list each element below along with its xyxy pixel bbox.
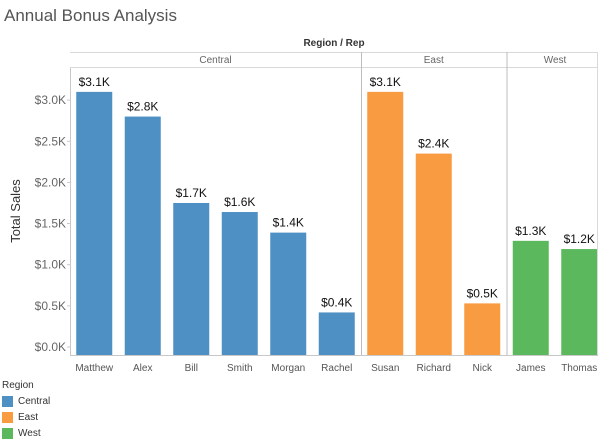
bar-alex <box>124 116 161 355</box>
data-label-alex: $2.8K <box>127 100 158 114</box>
legend-swatch-east <box>2 411 13 423</box>
x-tick-label-richard: Richard <box>417 363 451 374</box>
bar-susan <box>367 91 404 356</box>
legend-label-west: West <box>18 427 41 439</box>
bar-matthew <box>76 91 113 356</box>
x-tick-label-susan: Susan <box>371 363 399 374</box>
data-label-rachel: $0.4K <box>321 295 352 309</box>
bar-smith <box>221 212 258 355</box>
x-tick-label-smith: Smith <box>227 363 253 374</box>
legend-label-central: Central <box>18 395 51 407</box>
x-tick-label-morgan: Morgan <box>271 363 305 374</box>
x-tick-label-alex: Alex <box>133 363 152 374</box>
bar-chart: Region / Rep Total Sales $0.0K $0.5K $1.0K $1… <box>8 38 598 374</box>
region-header-west: West <box>544 55 567 66</box>
legend-swatch-central <box>2 395 13 407</box>
x-tick-label-bill: Bill <box>185 363 198 374</box>
y-tick-label: $0.0K <box>35 340 66 354</box>
data-label-matthew: $3.1K <box>79 75 110 89</box>
region-header-central: Central <box>199 55 231 66</box>
bar-nick <box>464 303 501 355</box>
data-label-bill: $1.7K <box>176 186 207 200</box>
bar-james <box>512 240 549 355</box>
x-tick-label-james: James <box>516 363 545 374</box>
data-label-morgan: $1.4K <box>273 216 304 230</box>
x-tick-label-rachel: Rachel <box>321 363 352 374</box>
x-tick-label-nick: Nick <box>473 363 493 374</box>
legend-item-east[interactable]: East <box>2 409 50 425</box>
region-header-east: East <box>424 55 444 66</box>
y-tick-label: $0.5K <box>35 299 66 313</box>
y-tick-label: $2.0K <box>35 175 66 189</box>
data-label-susan: $3.1K <box>370 75 401 89</box>
data-label-nick: $0.5K <box>467 286 498 300</box>
y-tick-label: $1.5K <box>35 217 66 231</box>
bar-morgan <box>270 232 307 355</box>
chart-title: Annual Bonus Analysis <box>4 6 177 25</box>
x-tick-label-matthew: Matthew <box>75 363 114 374</box>
data-label-richard: $2.4K <box>418 137 449 151</box>
data-label-james: $1.3K <box>515 224 546 238</box>
legend-item-central[interactable]: Central <box>2 393 50 409</box>
bar-richard <box>415 153 452 355</box>
legend: Region Central East West <box>2 380 50 441</box>
x-tick-label-thomas: Thomas <box>561 363 597 374</box>
data-label-thomas: $1.2K <box>564 232 595 246</box>
legend-swatch-west <box>2 427 13 439</box>
data-label-smith: $1.6K <box>224 195 255 209</box>
bar-bill <box>173 202 210 355</box>
legend-label-east: East <box>18 411 39 423</box>
legend-item-west[interactable]: West <box>2 425 50 441</box>
bar-thomas <box>561 249 598 355</box>
y-tick-label: $3.0K <box>35 93 66 107</box>
legend-title: Region <box>2 380 34 391</box>
y-tick-label: $1.0K <box>35 258 66 272</box>
bar-rachel <box>318 312 355 355</box>
region-rep-header: Region / Rep <box>303 38 364 49</box>
y-tick-label: $2.5K <box>35 134 66 148</box>
y-axis-title: Total Sales <box>8 179 23 243</box>
